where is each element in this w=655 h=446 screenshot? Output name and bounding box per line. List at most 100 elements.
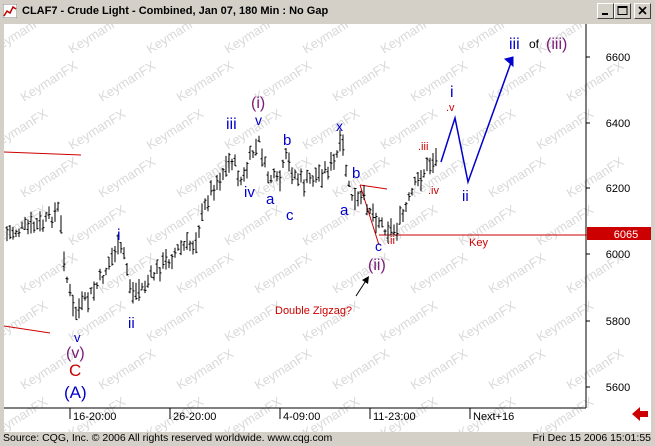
minimize-icon xyxy=(602,13,608,15)
subwave-label-iv: .iv xyxy=(428,185,440,197)
watermark-text: KeymanFX xyxy=(66,106,129,153)
watermark-text: KeymanFX xyxy=(300,24,363,57)
close-icon xyxy=(638,6,647,15)
wave-labels: v (v) C (A) i ii iii iv v (i) a b c x a … xyxy=(64,36,567,402)
maximize-button[interactable] xyxy=(614,3,631,19)
y-tick-label: 5600 xyxy=(606,382,630,394)
window-title: CLAF7 - Crude Light - Combined, Jan 07, … xyxy=(22,5,329,17)
watermark-text: KeymanFX xyxy=(174,250,237,297)
y-axis: 6600 6400 6200 6000 5800 5600 xyxy=(586,52,630,394)
watermark-text: KeymanFX xyxy=(378,106,441,153)
wave-label-v-paren: (v) xyxy=(66,345,85,362)
watermark-text: KeymanFX xyxy=(486,58,549,105)
wave-label-b1: b xyxy=(283,132,291,149)
wave-label-v2: v xyxy=(255,112,262,128)
watermark-text: KeymanFX xyxy=(18,154,81,201)
wave-label-a1: a xyxy=(266,191,275,208)
zigzag-arrow-icon xyxy=(362,276,369,284)
last-price-label: 6065 xyxy=(614,229,638,241)
timestamp-text: Fri Dec 15 2006 15:01:55 xyxy=(532,432,652,444)
watermark-text: KeymanFX xyxy=(18,58,81,105)
watermark-text: KeymanFX xyxy=(4,106,50,153)
wave-label-c2: c xyxy=(375,238,382,254)
watermark-text: KeymanFX xyxy=(4,394,50,432)
x-axis: 16-20:00 26-20:00 4-09:00 11-23:00 Next+… xyxy=(69,408,514,423)
double-zigzag-label: Double Zigzag? xyxy=(275,305,352,317)
x-tick-label: 26-20:00 xyxy=(173,411,216,423)
watermark-text: KeymanFX xyxy=(96,154,159,201)
x-tick-label: 4-09:00 xyxy=(283,411,320,423)
watermark-layer: KeymanFX KeymanFX KeymanFX KeymanFX KeymanFX… xyxy=(4,24,626,432)
chart-app-icon xyxy=(3,4,17,18)
watermark-text: KeymanFX xyxy=(4,24,50,57)
wave-label-v: v xyxy=(74,330,81,345)
y-tick-label: 6400 xyxy=(606,118,630,130)
watermark-text: KeymanFX xyxy=(534,106,597,153)
x-tick-label: 11-23:00 xyxy=(373,411,416,423)
wave-label-C: C xyxy=(69,361,81,380)
title-bar: CLAF7 - Crude Light - Combined, Jan 07, … xyxy=(0,0,655,24)
watermark-text: KeymanFX xyxy=(486,250,549,297)
watermark-text: KeymanFX xyxy=(144,106,207,153)
watermark-text: KeymanFX xyxy=(486,154,549,201)
status-bar: Source: CQG, Inc. © 2006 All rights rese… xyxy=(0,432,655,446)
subwave-label-v: .v xyxy=(446,102,455,114)
subwave-label-ii: .ii xyxy=(387,235,395,247)
maximize-icon xyxy=(617,6,628,15)
copyright-text: Source: CQG, Inc. © 2006 All rights rese… xyxy=(3,432,333,444)
minimize-button[interactable] xyxy=(597,3,614,19)
price-chart[interactable]: KeymanFX KeymanFX KeymanFX KeymanFX KeymanFX… xyxy=(4,24,651,432)
watermark-text: KeymanFX xyxy=(4,298,50,345)
chart-area[interactable]: KeymanFX KeymanFX KeymanFX KeymanFX KeymanFX… xyxy=(4,24,651,432)
target-label-of: of xyxy=(529,37,540,51)
watermark-text: KeymanFX xyxy=(378,298,441,345)
watermark-text: KeymanFX xyxy=(252,346,315,393)
watermark-text: KeymanFX xyxy=(144,24,207,57)
x-tick-label: 16-20:00 xyxy=(73,411,116,423)
watermark-text: KeymanFX xyxy=(174,58,237,105)
y-tick-label: 6000 xyxy=(606,249,630,261)
watermark-text: KeymanFX xyxy=(300,202,363,249)
projection-path xyxy=(440,56,514,185)
watermark-text: KeymanFX xyxy=(300,106,363,153)
watermark-text: KeymanFX xyxy=(222,24,285,57)
wave-label-A: (A) xyxy=(64,383,87,402)
watermark-text: KeymanFX xyxy=(66,24,129,57)
last-price-box xyxy=(587,227,651,240)
y-tick-label: 5800 xyxy=(606,316,630,328)
watermark-text: KeymanFX xyxy=(144,298,207,345)
wave-label-ii: ii xyxy=(128,315,135,332)
watermark-text: KeymanFX xyxy=(408,58,471,105)
watermark-text: KeymanFX xyxy=(534,394,597,432)
watermark-text: KeymanFX xyxy=(408,346,471,393)
x-tick-label: Next+16 xyxy=(473,411,514,423)
watermark-text: KeymanFX xyxy=(222,394,285,432)
watermark-text: KeymanFX xyxy=(330,346,393,393)
watermark-text: KeymanFX xyxy=(534,202,597,249)
target-label-iii-paren: (iii) xyxy=(546,36,567,53)
wave-label-iv: iv xyxy=(244,184,255,201)
projection-label-i: i xyxy=(450,84,454,101)
wave-label-c1: c xyxy=(286,207,294,224)
watermark-text: KeymanFX xyxy=(564,58,627,105)
wave-label-iii: iii xyxy=(226,116,237,133)
watermark-text: KeymanFX xyxy=(378,24,441,57)
watermark-text: KeymanFX xyxy=(252,250,315,297)
watermark-text: KeymanFX xyxy=(486,346,549,393)
watermark-text: KeymanFX xyxy=(456,298,519,345)
scroll-left-arrow-icon[interactable] xyxy=(632,407,648,421)
wave-label-x: x xyxy=(336,118,343,134)
y-tick-label: 6600 xyxy=(606,52,630,64)
key-label: Key xyxy=(469,237,488,249)
watermark-text: KeymanFX xyxy=(96,346,159,393)
price-bars xyxy=(5,129,438,321)
projection-arrow-icon xyxy=(503,56,514,68)
watermark-text: KeymanFX xyxy=(174,346,237,393)
watermark-text: KeymanFX xyxy=(96,58,159,105)
wave-label-a2: a xyxy=(340,202,349,219)
watermark-text: KeymanFX xyxy=(408,250,471,297)
watermark-text: KeymanFX xyxy=(174,154,237,201)
projection-label-ii: ii xyxy=(462,188,469,205)
wave-label-i: i xyxy=(117,227,121,244)
close-button[interactable] xyxy=(634,3,651,19)
